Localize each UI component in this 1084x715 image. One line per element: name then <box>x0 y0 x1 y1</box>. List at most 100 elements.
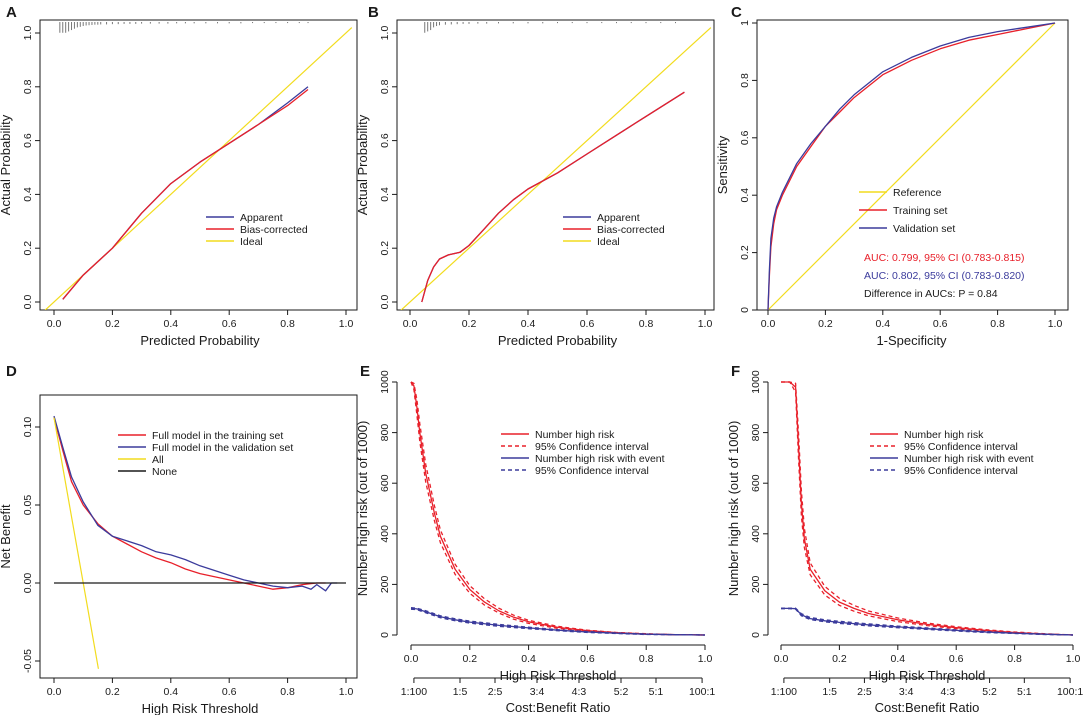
y-tick-label: 0.05 <box>22 495 34 516</box>
series-line-all <box>53 417 99 669</box>
y-axis-label: Number high risk (out of 1000) <box>726 421 741 597</box>
x-tick-label: 0.4 <box>875 318 890 330</box>
y-tick-label: 400 <box>750 525 762 543</box>
series-line-bias-corrected <box>62 88 309 300</box>
legend-entry: Number high risk <box>904 429 984 441</box>
y-axis-label: Net Benefit <box>0 504 13 569</box>
auc-annotation: AUC: 0.802, 95% CI (0.783-0.820) <box>864 270 1025 282</box>
x-axis-label: High Risk Threshold <box>869 668 986 683</box>
x2-axis-label: Cost:Benefit Ratio <box>506 700 611 715</box>
panel-d: D 0.0 0.2 0.4 0.6 0.8 1.0 High Risk Threshold -0… <box>0 363 358 715</box>
x2-tick-label: 3:4 <box>899 686 914 698</box>
y-tick-label: 0.2 <box>22 241 34 256</box>
series-line-95-confidence-interval <box>781 607 1074 636</box>
y-tick-label: 0.4 <box>739 188 751 203</box>
x-axis-label: High Risk Threshold <box>500 668 617 683</box>
x-tick-label: 0.0 <box>761 318 776 330</box>
x-tick-label: 0.0 <box>404 653 419 665</box>
x-tick-label: 0.6 <box>580 653 595 665</box>
y-tick-label: 400 <box>379 525 391 543</box>
series-line-number-high-risk <box>781 381 1074 636</box>
x-tick-label: 0.4 <box>163 686 178 698</box>
x-tick-label: 0.6 <box>933 318 948 330</box>
series-line-validation-set <box>767 22 1056 310</box>
x-axis-label: Predicted Probability <box>140 333 260 348</box>
y-tick-label: 0.0 <box>22 295 34 310</box>
y-axis-label: Actual Probability <box>0 114 13 215</box>
y-tick-label: 0.2 <box>739 245 751 260</box>
y-tick-label: 0 <box>379 632 391 638</box>
x2-tick-label: 4:3 <box>572 686 587 698</box>
panel-letter-c: C <box>731 4 742 21</box>
x-tick-label: 1.0 <box>1048 318 1063 330</box>
y-tick-label: -0.05 <box>22 649 34 673</box>
legend-entry: Number high risk with event <box>904 453 1034 465</box>
legend-entry: Full model in the training set <box>152 430 283 442</box>
x2-tick-label: 1:5 <box>822 686 837 698</box>
y-tick-label: 0.4 <box>22 187 34 202</box>
legend-entry: Validation set <box>893 223 955 235</box>
legend: Reference Training set Validation set <box>859 187 955 235</box>
x-tick-label: 1.0 <box>698 318 713 330</box>
legend-entry: 95% Confidence interval <box>535 441 649 453</box>
y-tick-label: 0 <box>750 632 762 638</box>
x-tick-label: 0.4 <box>521 318 536 330</box>
y-tick-label: 200 <box>379 575 391 593</box>
y-tick-label: 0.10 <box>22 417 34 438</box>
y-tick-label: 0.8 <box>379 79 391 94</box>
x-tick-label: 0.8 <box>990 318 1005 330</box>
panel-b: B 0.0 0.2 0.4 0.6 0.8 1.0 Predicted Probability… <box>355 4 715 348</box>
legend-entry: Number high risk <box>535 429 615 441</box>
series-line-number-high-risk-with-event <box>781 607 1074 636</box>
legend-entry: Reference <box>893 187 942 199</box>
series-line-ideal <box>400 27 712 310</box>
y-axis-label: Number high risk (out of 1000) <box>355 421 370 597</box>
legend-entry: Apparent <box>240 212 283 224</box>
legend-entry: Number high risk with event <box>535 453 665 465</box>
y-tick-label: 800 <box>379 424 391 442</box>
series-line-training-set <box>767 22 1056 310</box>
legend-entry: Bias-corrected <box>597 224 665 236</box>
panel-letter-d: D <box>6 363 17 380</box>
legend-entry: Bias-corrected <box>240 224 308 236</box>
y-tick-label: 0.00 <box>22 573 34 594</box>
auc-annotation: AUC: 0.799, 95% CI (0.783-0.815) <box>864 252 1025 264</box>
y-tick-label: 800 <box>750 424 762 442</box>
series-line-95-confidence-interval-lower <box>781 608 1074 636</box>
x-tick-label: 0.4 <box>890 653 905 665</box>
x-tick-label: 0.8 <box>639 318 654 330</box>
y-tick-label: 1000 <box>379 370 391 394</box>
y-tick-label: 200 <box>750 575 762 593</box>
x-tick-label: 0.2 <box>832 653 847 665</box>
series-line-95-confidence-interval-lower <box>410 381 706 636</box>
x-tick-label: 0.2 <box>462 318 477 330</box>
x2-tick-label: 5:2 <box>982 686 997 698</box>
x-tick-label: 1.0 <box>339 318 354 330</box>
legend-entry: Training set <box>893 205 948 217</box>
series-line-number-high-risk <box>410 381 706 636</box>
series-line-apparent <box>421 91 685 303</box>
x-tick-label: 0.4 <box>521 653 536 665</box>
x2-tick-label: 2:5 <box>857 686 872 698</box>
x-tick-label: 0.8 <box>639 653 654 665</box>
y-tick-label: 0.6 <box>739 130 751 145</box>
x-tick-label: 0.2 <box>818 318 833 330</box>
y-tick-label: 1 <box>739 20 751 26</box>
x-tick-label: 0.6 <box>949 653 964 665</box>
x-tick-label: 0.6 <box>222 686 237 698</box>
plot-frame <box>39 19 358 311</box>
panel-letter-a: A <box>6 4 17 21</box>
legend-entry: None <box>152 466 177 478</box>
x2-tick-label: 5:1 <box>649 686 664 698</box>
series-line-full-model-in-the-training-set <box>53 417 326 590</box>
series-line-95-confidence-interval-lower <box>410 608 706 636</box>
x2-axis-label: Cost:Benefit Ratio <box>875 700 980 715</box>
x-tick-label: 0.0 <box>774 653 789 665</box>
y-tick-label: 0 <box>739 307 751 313</box>
series-line-apparent <box>62 86 309 300</box>
y-tick-label: 1000 <box>750 370 762 394</box>
